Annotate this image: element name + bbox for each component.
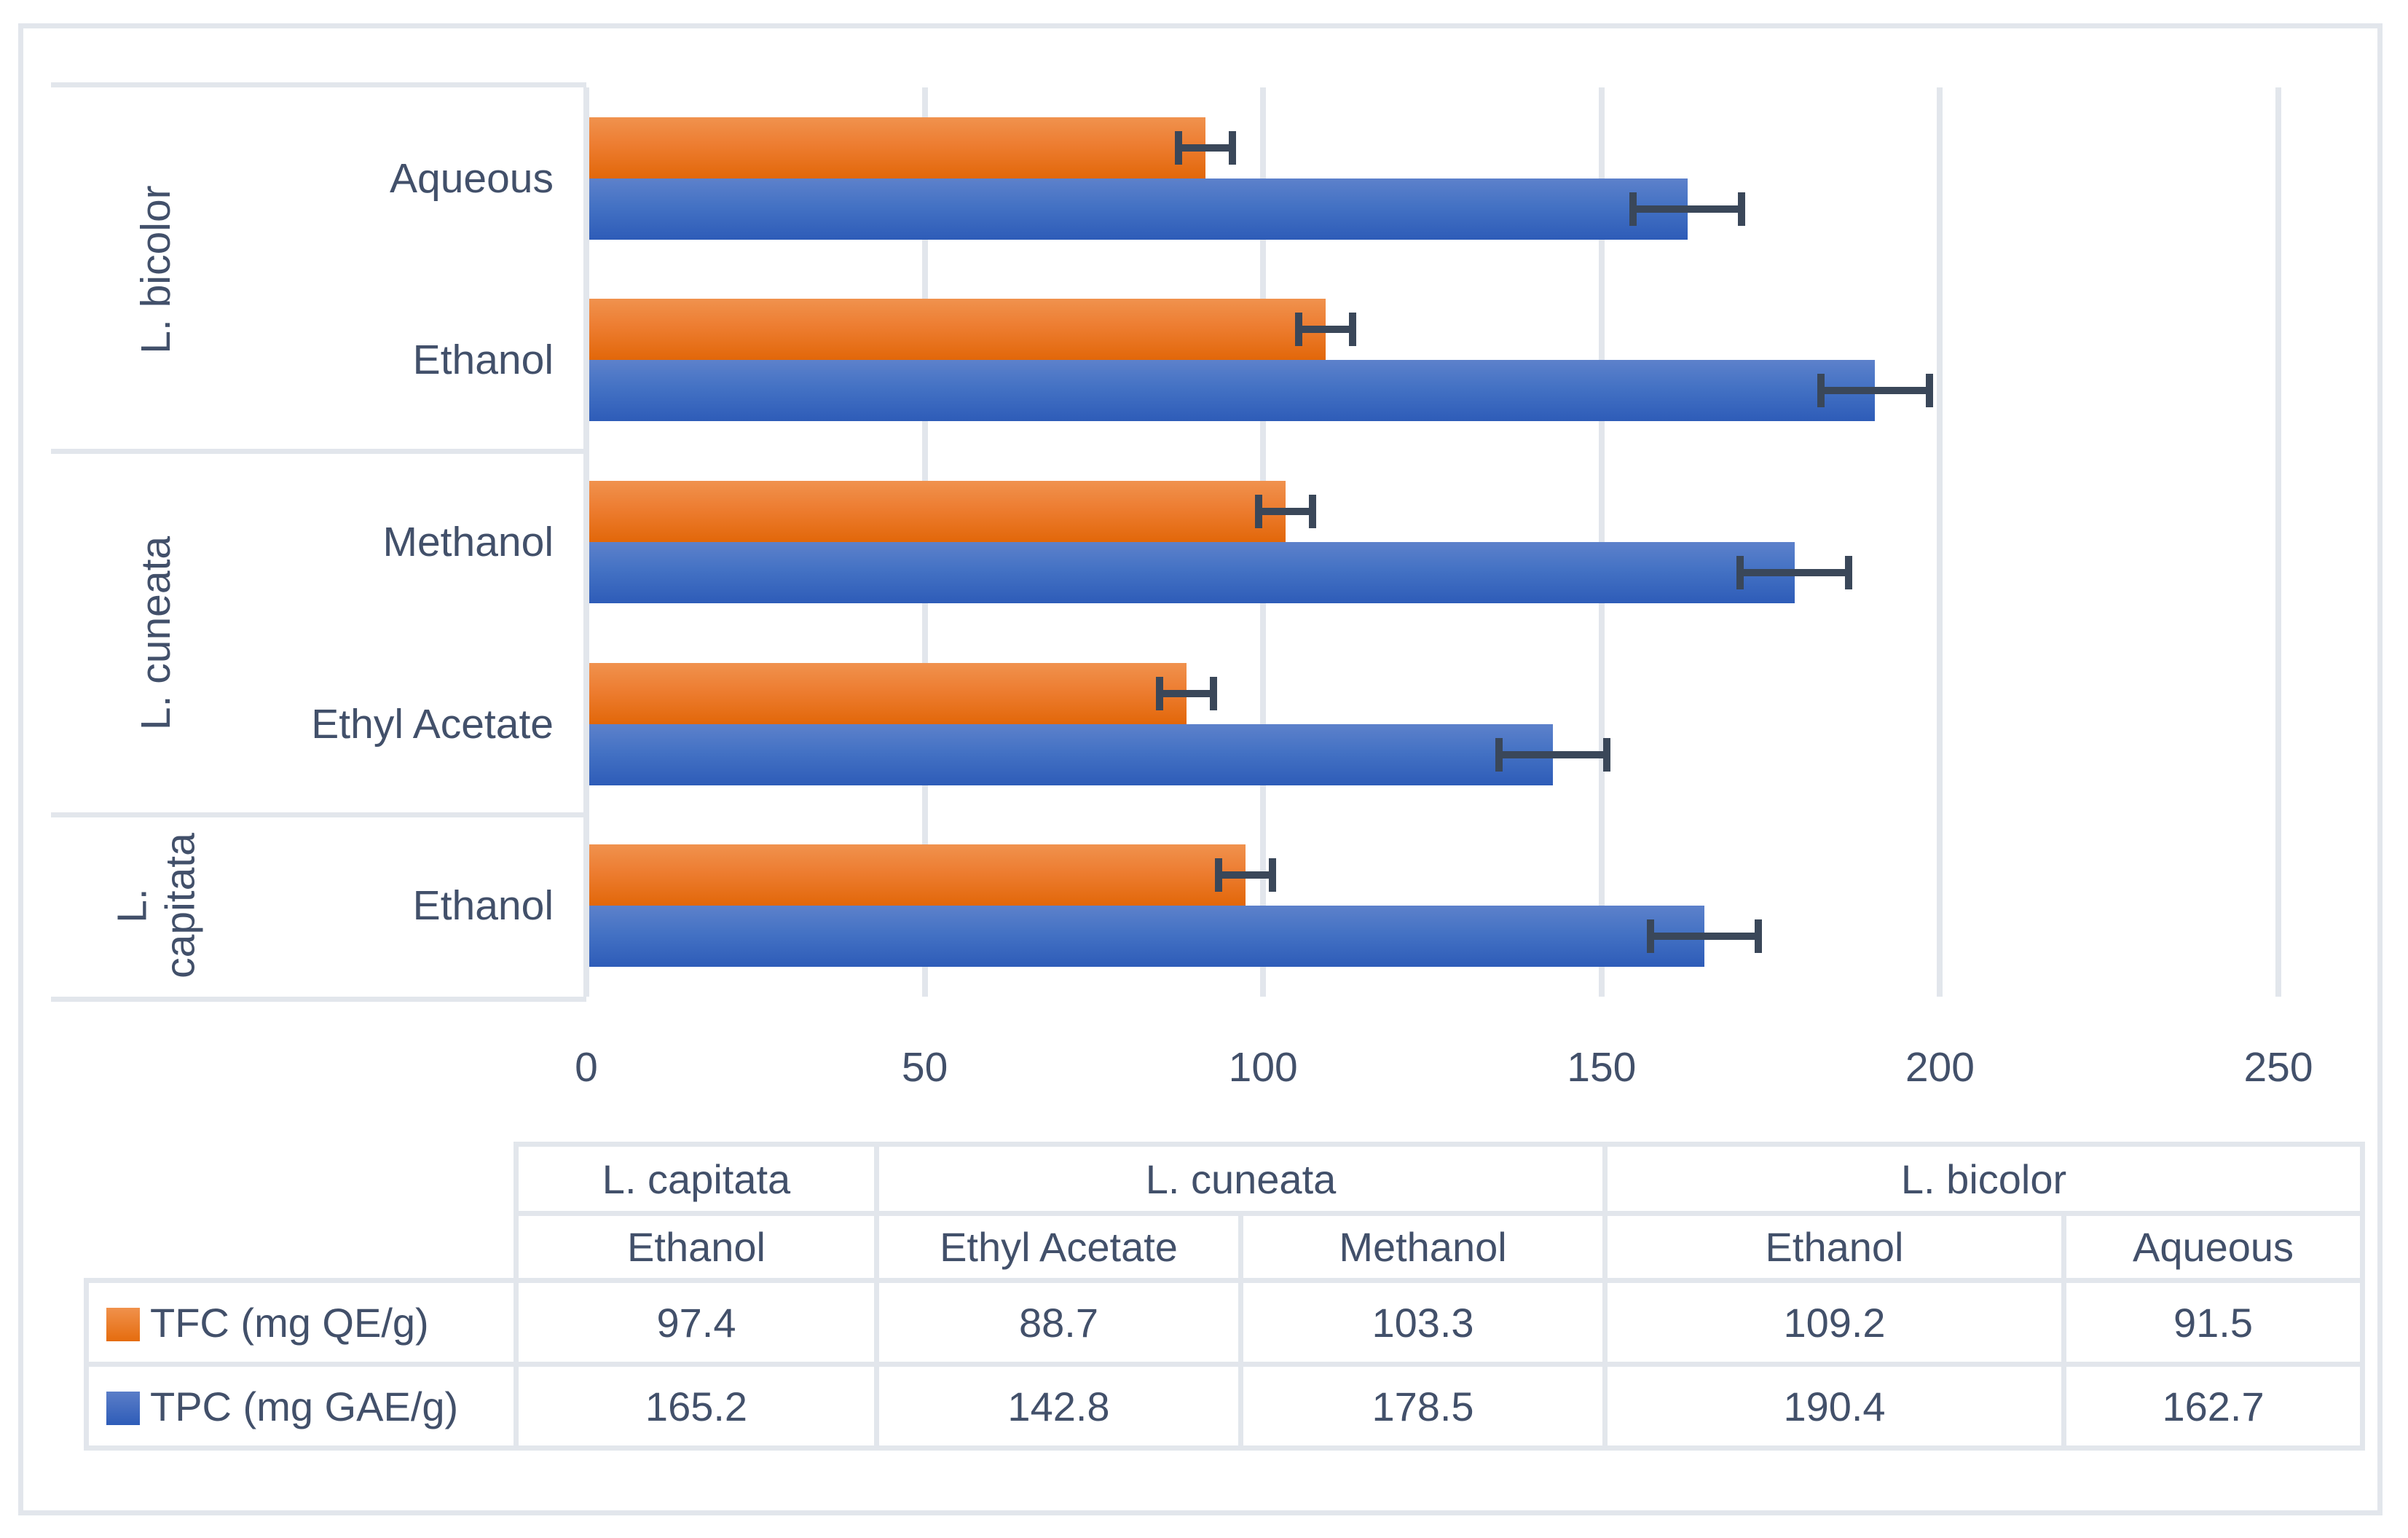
value-cell: 88.7 xyxy=(874,1278,1243,1367)
bar-tpc-ethanol-l-capitata xyxy=(586,906,1705,968)
x-tick-label: 0 xyxy=(575,1044,598,1091)
category-axis-line xyxy=(583,87,589,997)
species-group-divider xyxy=(51,449,586,455)
x-tick-label: 150 xyxy=(1567,1044,1637,1091)
value-cell: 190.4 xyxy=(1602,1362,2067,1451)
species-group-label: L. capitata xyxy=(109,833,203,979)
error-bar-tpc-methanol-l-cuneata xyxy=(1740,569,1849,576)
bar-tfc-aqueous-l-bicolor xyxy=(586,117,1206,178)
error-bar-cap xyxy=(1629,192,1637,226)
value-cell: 142.8 xyxy=(874,1362,1243,1451)
error-bar-cap xyxy=(1175,130,1183,165)
table-corner-blank xyxy=(87,1214,516,1281)
x-tick-label: 200 xyxy=(1905,1044,1975,1091)
gridline xyxy=(2275,87,2281,997)
error-bar-cap xyxy=(1603,737,1611,772)
legend-cell-blue: TPC (mg GAE/g) xyxy=(84,1362,519,1451)
species-group-label: L. bicolor xyxy=(133,184,180,354)
error-bar-tfc-ethyl-acetate-l-cuneata xyxy=(1160,689,1214,697)
solvent-header-cell: Ethanol xyxy=(1602,1211,2067,1283)
category-label-ethanol-l-bicolor: Ethanol xyxy=(412,337,554,384)
error-bar-tpc-ethyl-acetate-l-cuneata xyxy=(1498,750,1608,758)
legend-label: TPC (mg GAE/g) xyxy=(150,1383,459,1429)
legend-swatch-blue-icon xyxy=(106,1391,140,1425)
table-corner-blank xyxy=(87,1145,516,1214)
bar-tfc-ethanol-l-bicolor xyxy=(586,299,1326,361)
bar-tpc-ethanol-l-bicolor xyxy=(586,360,1876,422)
error-bar-tpc-ethanol-l-bicolor xyxy=(1820,387,1929,395)
error-bar-cap xyxy=(1736,556,1744,589)
table-row: L. capitata L. cuneata L. bicolor xyxy=(87,1142,2366,1216)
solvent-header-cell: Aqueous xyxy=(2061,1211,2366,1283)
category-label-ethanol-l-capitata: Ethanol xyxy=(412,882,554,930)
error-bar-cap xyxy=(1495,737,1503,772)
error-bar-cap xyxy=(1214,858,1222,892)
x-tick-label: 250 xyxy=(2243,1044,2313,1091)
error-bar-cap xyxy=(1844,556,1852,589)
category-axis-label-box: L. bicolor L. cuneata L. capitata Aqueous Et… xyxy=(51,82,586,1002)
species-header-cell: L. cuneata xyxy=(873,1142,1608,1216)
error-bar-cap xyxy=(1254,495,1262,528)
species-group-divider xyxy=(51,812,586,818)
error-bar-tfc-aqueous-l-bicolor xyxy=(1179,144,1233,152)
legend-label: TFC (mg QE/g) xyxy=(150,1299,429,1346)
error-bar-tfc-ethanol-l-capitata xyxy=(1218,871,1273,879)
gridline xyxy=(1937,87,1943,997)
species-group-label: L. cuneata xyxy=(133,535,180,730)
value-cell: 162.7 xyxy=(2061,1362,2366,1451)
category-label-methanol-l-cuneata: Methanol xyxy=(382,519,554,565)
bar-tpc-methanol-l-cuneata xyxy=(586,542,1795,603)
x-tick-label: 50 xyxy=(901,1044,948,1091)
error-bar-tfc-ethanol-l-bicolor xyxy=(1298,326,1353,334)
legend-cell-orange: TFC (mg QE/g) xyxy=(84,1278,519,1367)
bar-tfc-methanol-l-cuneata xyxy=(586,481,1286,542)
solvent-header-cell: Ethanol xyxy=(514,1211,879,1283)
error-bar-cap xyxy=(1229,130,1237,165)
error-bar-cap xyxy=(1817,374,1825,408)
solvent-header-cell: Ethyl Acetate xyxy=(874,1211,1243,1283)
figure-border xyxy=(18,23,2383,1515)
bar-tfc-ethanol-l-capitata xyxy=(586,844,1246,906)
bar-tpc-ethyl-acetate-l-cuneata xyxy=(586,723,1553,785)
bar-tpc-aqueous-l-bicolor xyxy=(586,178,1688,240)
species-header-cell: L. bicolor xyxy=(1602,1142,2366,1216)
error-bar-cap xyxy=(1210,676,1218,710)
error-bar-cap xyxy=(1348,313,1356,347)
value-cell: 103.3 xyxy=(1238,1278,1608,1367)
bar-tfc-ethyl-acetate-l-cuneata xyxy=(586,662,1187,724)
error-bar-cap xyxy=(1156,676,1164,710)
category-label-aqueous-l-bicolor: Aqueous xyxy=(389,154,554,202)
error-bar-cap xyxy=(1738,192,1746,226)
error-bar-cap xyxy=(1309,495,1317,528)
error-bar-cap xyxy=(1294,313,1302,347)
error-bar-cap xyxy=(1755,919,1763,954)
species-header-cell: L. capitata xyxy=(514,1142,879,1216)
error-bar-cap xyxy=(1925,374,1933,408)
error-bar-tpc-aqueous-l-bicolor xyxy=(1633,205,1742,213)
data-table: L. capitata L. cuneata L. bicolor Ethanol Et… xyxy=(84,1142,2366,1451)
x-tick-label: 100 xyxy=(1228,1044,1298,1091)
value-cell: 109.2 xyxy=(1602,1278,2067,1367)
value-cell: 97.4 xyxy=(514,1278,879,1367)
error-bar-tfc-methanol-l-cuneata xyxy=(1258,508,1313,515)
value-cell: 91.5 xyxy=(2061,1278,2366,1367)
solvent-header-cell: Methanol xyxy=(1238,1211,1608,1283)
error-bar-tpc-ethanol-l-capitata xyxy=(1650,933,1759,941)
error-bar-cap xyxy=(1646,919,1654,954)
table-row: Ethanol Ethyl Acetate Methanol Ethanol Aqueo… xyxy=(87,1211,2366,1283)
value-cell: 178.5 xyxy=(1238,1362,1608,1451)
value-cell: 165.2 xyxy=(514,1362,879,1451)
category-label-ethyl-acetate-l-cuneata: Ethyl Acetate xyxy=(311,700,554,748)
table-row: TPC (mg GAE/g) 165.2 142.8 178.5 190.4 162.7 xyxy=(84,1362,2366,1451)
legend-swatch-orange-icon xyxy=(106,1307,140,1341)
error-bar-cap xyxy=(1269,858,1277,892)
table-row: TFC (mg QE/g) 97.4 88.7 103.3 109.2 91.5 xyxy=(84,1278,2366,1367)
